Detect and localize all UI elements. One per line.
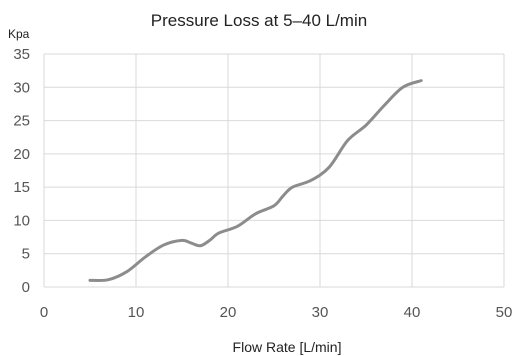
data-point: [365, 124, 368, 127]
x-tick-label: 50: [496, 304, 513, 321]
x-tick-label: 40: [404, 304, 421, 321]
data-point: [162, 244, 165, 247]
data-points: [89, 79, 423, 282]
data-point: [282, 194, 285, 197]
x-tick-label: 20: [220, 304, 237, 321]
grid: [43, 53, 505, 288]
series-line: [88, 79, 423, 283]
data-point: [328, 166, 331, 169]
y-tick-label: 10: [13, 212, 30, 229]
data-point: [190, 242, 193, 245]
x-tick-label: 30: [312, 304, 329, 321]
data-point: [144, 256, 147, 259]
y-tick-label: 15: [13, 179, 30, 196]
data-point: [107, 278, 110, 281]
y-tick-label: 20: [13, 146, 30, 163]
y-tick-label: 25: [13, 113, 30, 130]
data-point: [346, 139, 349, 142]
data-point: [236, 225, 239, 228]
data-point: [420, 79, 423, 82]
chart-title: Pressure Loss at 5–40 L/min: [151, 11, 367, 30]
x-tick-label: 10: [128, 304, 145, 321]
data-point: [291, 186, 294, 189]
data-point: [401, 86, 404, 89]
data-point: [383, 104, 386, 107]
data-point: [89, 279, 92, 282]
data-point: [217, 232, 220, 235]
data-point: [125, 270, 128, 273]
x-axis-title: Flow Rate [L/min]: [233, 339, 342, 355]
y-tick-label: 5: [22, 246, 30, 263]
data-point: [309, 179, 312, 182]
y-ticks: 0 5 10 15 20 25 30 35: [13, 46, 30, 296]
data-point: [208, 239, 211, 242]
y-tick-label: 30: [13, 79, 30, 96]
data-point: [181, 239, 184, 242]
data-point: [254, 212, 257, 215]
y-tick-label: 0: [22, 279, 30, 296]
data-point: [273, 204, 276, 207]
y-tick-label: 35: [13, 46, 30, 63]
y-axis-unit: Kpa: [8, 27, 30, 41]
x-tick-label: 0: [40, 304, 48, 321]
x-ticks: 0 10 20 30 40 50: [40, 304, 513, 321]
data-point: [199, 244, 202, 247]
